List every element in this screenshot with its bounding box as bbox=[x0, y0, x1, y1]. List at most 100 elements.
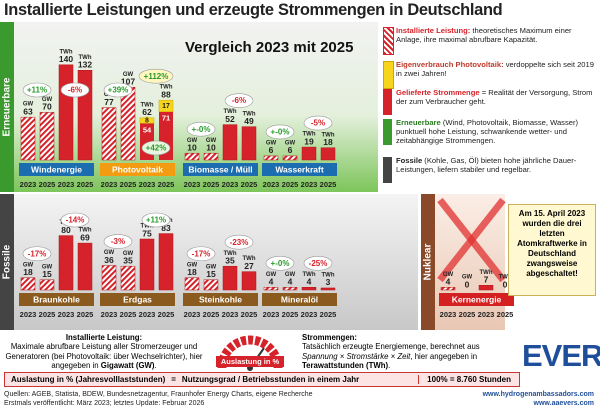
legend-item: Fossile (Kohle, Gas, Öl) bieten hohe jäh… bbox=[383, 156, 596, 183]
section-label: Erneuerbare bbox=[2, 77, 13, 136]
value-label: 70 bbox=[42, 102, 52, 112]
legend-text: theoretisches Maximum einer Anlage, ihre… bbox=[396, 26, 572, 44]
total-label: 88 bbox=[161, 89, 171, 99]
unit-label: GW bbox=[285, 140, 296, 146]
info-text: Maximale abrufbare Leistung aller Strome… bbox=[5, 342, 203, 371]
value-label: 140 bbox=[59, 54, 73, 64]
year-label: 2025 bbox=[158, 310, 175, 319]
legend-term: Erneuerbare bbox=[396, 118, 441, 127]
bar bbox=[101, 107, 117, 161]
info-text: . bbox=[388, 361, 391, 371]
year-label: 2023 bbox=[139, 310, 156, 319]
info-text: Gigawatt (GW) bbox=[100, 361, 155, 371]
year-label: 2023 bbox=[58, 180, 75, 189]
value-label: 7 bbox=[484, 274, 489, 284]
strip bbox=[0, 194, 14, 330]
url: www.aaevers.com bbox=[533, 400, 594, 407]
value-label: 0 bbox=[503, 279, 508, 289]
sources: Quellen: AGEB, Statista, BDEW, Bundesnet… bbox=[4, 391, 313, 398]
change-label: -25% bbox=[309, 259, 328, 268]
year-label: 2025 bbox=[497, 310, 514, 319]
year-label: 2025 bbox=[39, 310, 56, 319]
legend-item: Eigenverbrauch Photovoltaik: verdoppelte… bbox=[383, 60, 596, 89]
unit-label: GW bbox=[104, 250, 115, 256]
bar bbox=[301, 146, 317, 161]
unit-label: GW bbox=[266, 140, 277, 146]
value-label: 19 bbox=[304, 136, 314, 146]
category-box bbox=[183, 293, 258, 306]
category-box bbox=[439, 293, 514, 306]
bar bbox=[139, 238, 155, 291]
value-label: 6 bbox=[269, 145, 274, 155]
unit-label: TWh bbox=[60, 49, 73, 55]
year-label: 2025 bbox=[241, 180, 258, 189]
change-bubble bbox=[265, 255, 295, 271]
unit-label: TWh bbox=[141, 224, 154, 230]
bar bbox=[20, 116, 36, 161]
footer: Quellen: AGEB, Statista, BDEW, Bundesnet… bbox=[4, 390, 594, 408]
year-label: 2025 bbox=[203, 180, 220, 189]
info-text: , hier angegeben in bbox=[410, 351, 478, 361]
bar bbox=[203, 152, 219, 161]
unit-label: GW bbox=[443, 272, 454, 278]
legend-term: Gelieferte Strommenge bbox=[396, 88, 480, 97]
value-label: 4 bbox=[307, 277, 312, 287]
value-label: 27 bbox=[244, 261, 254, 271]
section-label: Fossile bbox=[2, 244, 13, 279]
change-bubble bbox=[141, 212, 171, 228]
change-bubble bbox=[186, 246, 216, 262]
bar bbox=[184, 152, 200, 161]
value-label: 10 bbox=[187, 142, 197, 152]
value-label: 69 bbox=[80, 232, 90, 242]
value-label: 4 bbox=[288, 277, 293, 287]
category-box bbox=[100, 163, 175, 176]
bar bbox=[101, 265, 117, 291]
year-label: 2023 bbox=[222, 180, 239, 189]
year-label: 2025 bbox=[320, 180, 337, 189]
value-label: 36 bbox=[104, 255, 114, 265]
unit-label: TWh bbox=[79, 55, 92, 61]
category-box bbox=[183, 163, 258, 176]
change-label: +-0% bbox=[271, 259, 290, 268]
published: Erstmals veröffentlicht: März 2023; letz… bbox=[4, 400, 205, 407]
value-label: 49 bbox=[244, 116, 254, 126]
total-label: 62 bbox=[142, 107, 152, 117]
year-label: 2023 bbox=[222, 310, 239, 319]
unit-label: TWh bbox=[224, 251, 237, 257]
year-label: 2025 bbox=[282, 180, 299, 189]
nuclear-note: Am 15. April 2023 wurden die drei letzte… bbox=[508, 204, 596, 296]
bar bbox=[301, 287, 317, 291]
unit-label: GW bbox=[123, 251, 134, 257]
legend-text: = Realität der Versorgung, Strom der zum… bbox=[396, 88, 593, 106]
change-label: +-0% bbox=[271, 128, 290, 137]
strip bbox=[421, 194, 435, 330]
legend-term: Eigenverbrauch Photovoltaik: bbox=[396, 60, 504, 69]
bar bbox=[478, 284, 494, 291]
change-label: -3% bbox=[111, 237, 125, 246]
unit-label: TWh bbox=[160, 85, 173, 91]
year-label: 2023 bbox=[263, 310, 280, 319]
change-label: -6% bbox=[232, 96, 246, 105]
unit-label: GW bbox=[266, 272, 277, 278]
legend-item: Erneuerbare (Wind, Photovoltaik, Biomass… bbox=[383, 118, 596, 145]
category-label: Photovoltaik bbox=[112, 164, 163, 174]
value-label: 77 bbox=[104, 97, 114, 107]
bar bbox=[120, 86, 136, 161]
year-label: 2023 bbox=[301, 310, 318, 319]
info-term: Installierte Leistung: bbox=[65, 333, 143, 342]
bar bbox=[320, 147, 336, 161]
change-bubble bbox=[138, 68, 174, 84]
bar bbox=[241, 126, 257, 161]
year-label: 2023 bbox=[440, 310, 457, 319]
legend-text: verdoppelte sich seit 2019 in zwei Jahre… bbox=[396, 60, 594, 78]
year-label: 2025 bbox=[203, 310, 220, 319]
value-label: 4 bbox=[269, 277, 274, 287]
change-bubble bbox=[141, 140, 171, 156]
gauge: Auslastung in % bbox=[216, 335, 284, 371]
value-label: 18 bbox=[23, 267, 33, 277]
category-box bbox=[262, 163, 337, 176]
url: www.hydrogenambassadors.com bbox=[482, 391, 594, 398]
info-text: Spannung × Stromstärke × Zeit bbox=[302, 351, 411, 361]
value-label: 71 bbox=[162, 114, 170, 123]
